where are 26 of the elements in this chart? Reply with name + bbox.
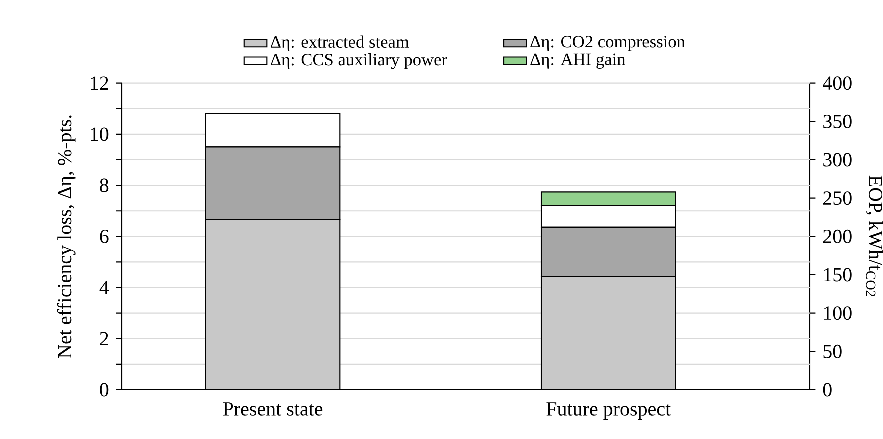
y2-tick-label: 400 — [823, 76, 852, 90]
y2-tick-label: 0 — [823, 383, 832, 397]
y2-tick-label: 100 — [824, 306, 852, 320]
y-tick-label: 12 — [91, 76, 108, 90]
y-axis-title: Net efficiency loss, Δη, %-pts. — [57, 116, 76, 358]
y-tick-label: 8 — [100, 178, 109, 192]
y-tick-label: 2 — [100, 332, 108, 346]
y-tick-label: 4 — [100, 281, 110, 294]
x-tick-label: Present state — [223, 402, 323, 416]
y2-tick-label: 250 — [824, 192, 852, 206]
y-tick-label: 10 — [91, 128, 109, 142]
bar — [206, 220, 340, 390]
y2-tick-label: 300 — [824, 153, 852, 167]
y-tick-label: 6 — [100, 230, 109, 244]
legend-label: Δη: extracted steam — [271, 36, 410, 52]
y-tick-label: 0 — [100, 383, 109, 397]
y2-tick-label: 350 — [824, 114, 852, 128]
y2-tick-label: 200 — [824, 230, 852, 244]
bar — [540, 276, 676, 390]
y2-axis-title: EOP, kWh/t$_{CO2}$ — [866, 176, 883, 297]
y2-tick-label: 50 — [824, 344, 842, 358]
legend-label: Δη: CO2 compression — [530, 36, 686, 52]
legend-label: Δη: CCS auxiliary power — [271, 54, 448, 70]
y2-tick-label: 150 — [824, 268, 852, 282]
x-tick-label: Future prospect — [546, 402, 671, 420]
legend-label: Δη: AHI gain — [530, 54, 626, 69]
